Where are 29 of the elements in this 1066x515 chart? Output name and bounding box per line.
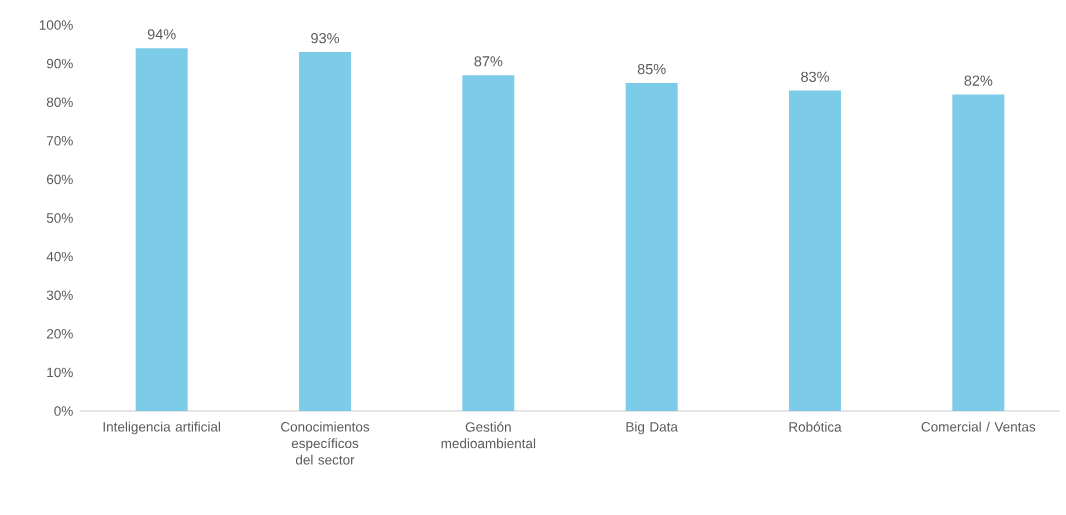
bar: [135, 48, 188, 411]
bar: [625, 82, 678, 411]
data-label: 83%: [801, 71, 829, 82]
y-tick-label: 10%: [47, 367, 73, 378]
x-tick-label: Comercial / Ventas: [921, 421, 1036, 432]
data-label: 94%: [147, 29, 176, 40]
y-tick-label: 60%: [46, 174, 73, 185]
y-tick-label: 70%: [46, 136, 73, 146]
x-tick-label: Inteligencia artificial: [103, 421, 221, 435]
y-tick-label: 30%: [46, 290, 73, 300]
x-tick-label: Conocimientos específicos del sector: [281, 421, 370, 465]
y-tick-label: 20%: [46, 329, 73, 339]
bar: [952, 94, 1005, 411]
x-tick-label: Robótica: [789, 421, 842, 432]
y-tick-label: 40%: [46, 251, 73, 262]
x-tick-label: Gestión medioambiental: [441, 421, 536, 449]
bar: [462, 75, 515, 411]
bar: [789, 90, 842, 411]
data-label: 87%: [474, 56, 503, 67]
data-label: 82%: [964, 75, 993, 86]
y-tick-label: 80%: [46, 97, 73, 107]
data-label: 93%: [311, 33, 339, 44]
data-label: 85%: [637, 63, 666, 75]
y-tick-label: 100%: [39, 20, 73, 30]
bar: [299, 52, 351, 411]
y-tick-label: 50%: [46, 213, 73, 223]
x-tick-label: Big Data: [626, 421, 678, 435]
y-tick-label: 90%: [46, 58, 73, 69]
y-tick-label: 0%: [54, 406, 73, 416]
